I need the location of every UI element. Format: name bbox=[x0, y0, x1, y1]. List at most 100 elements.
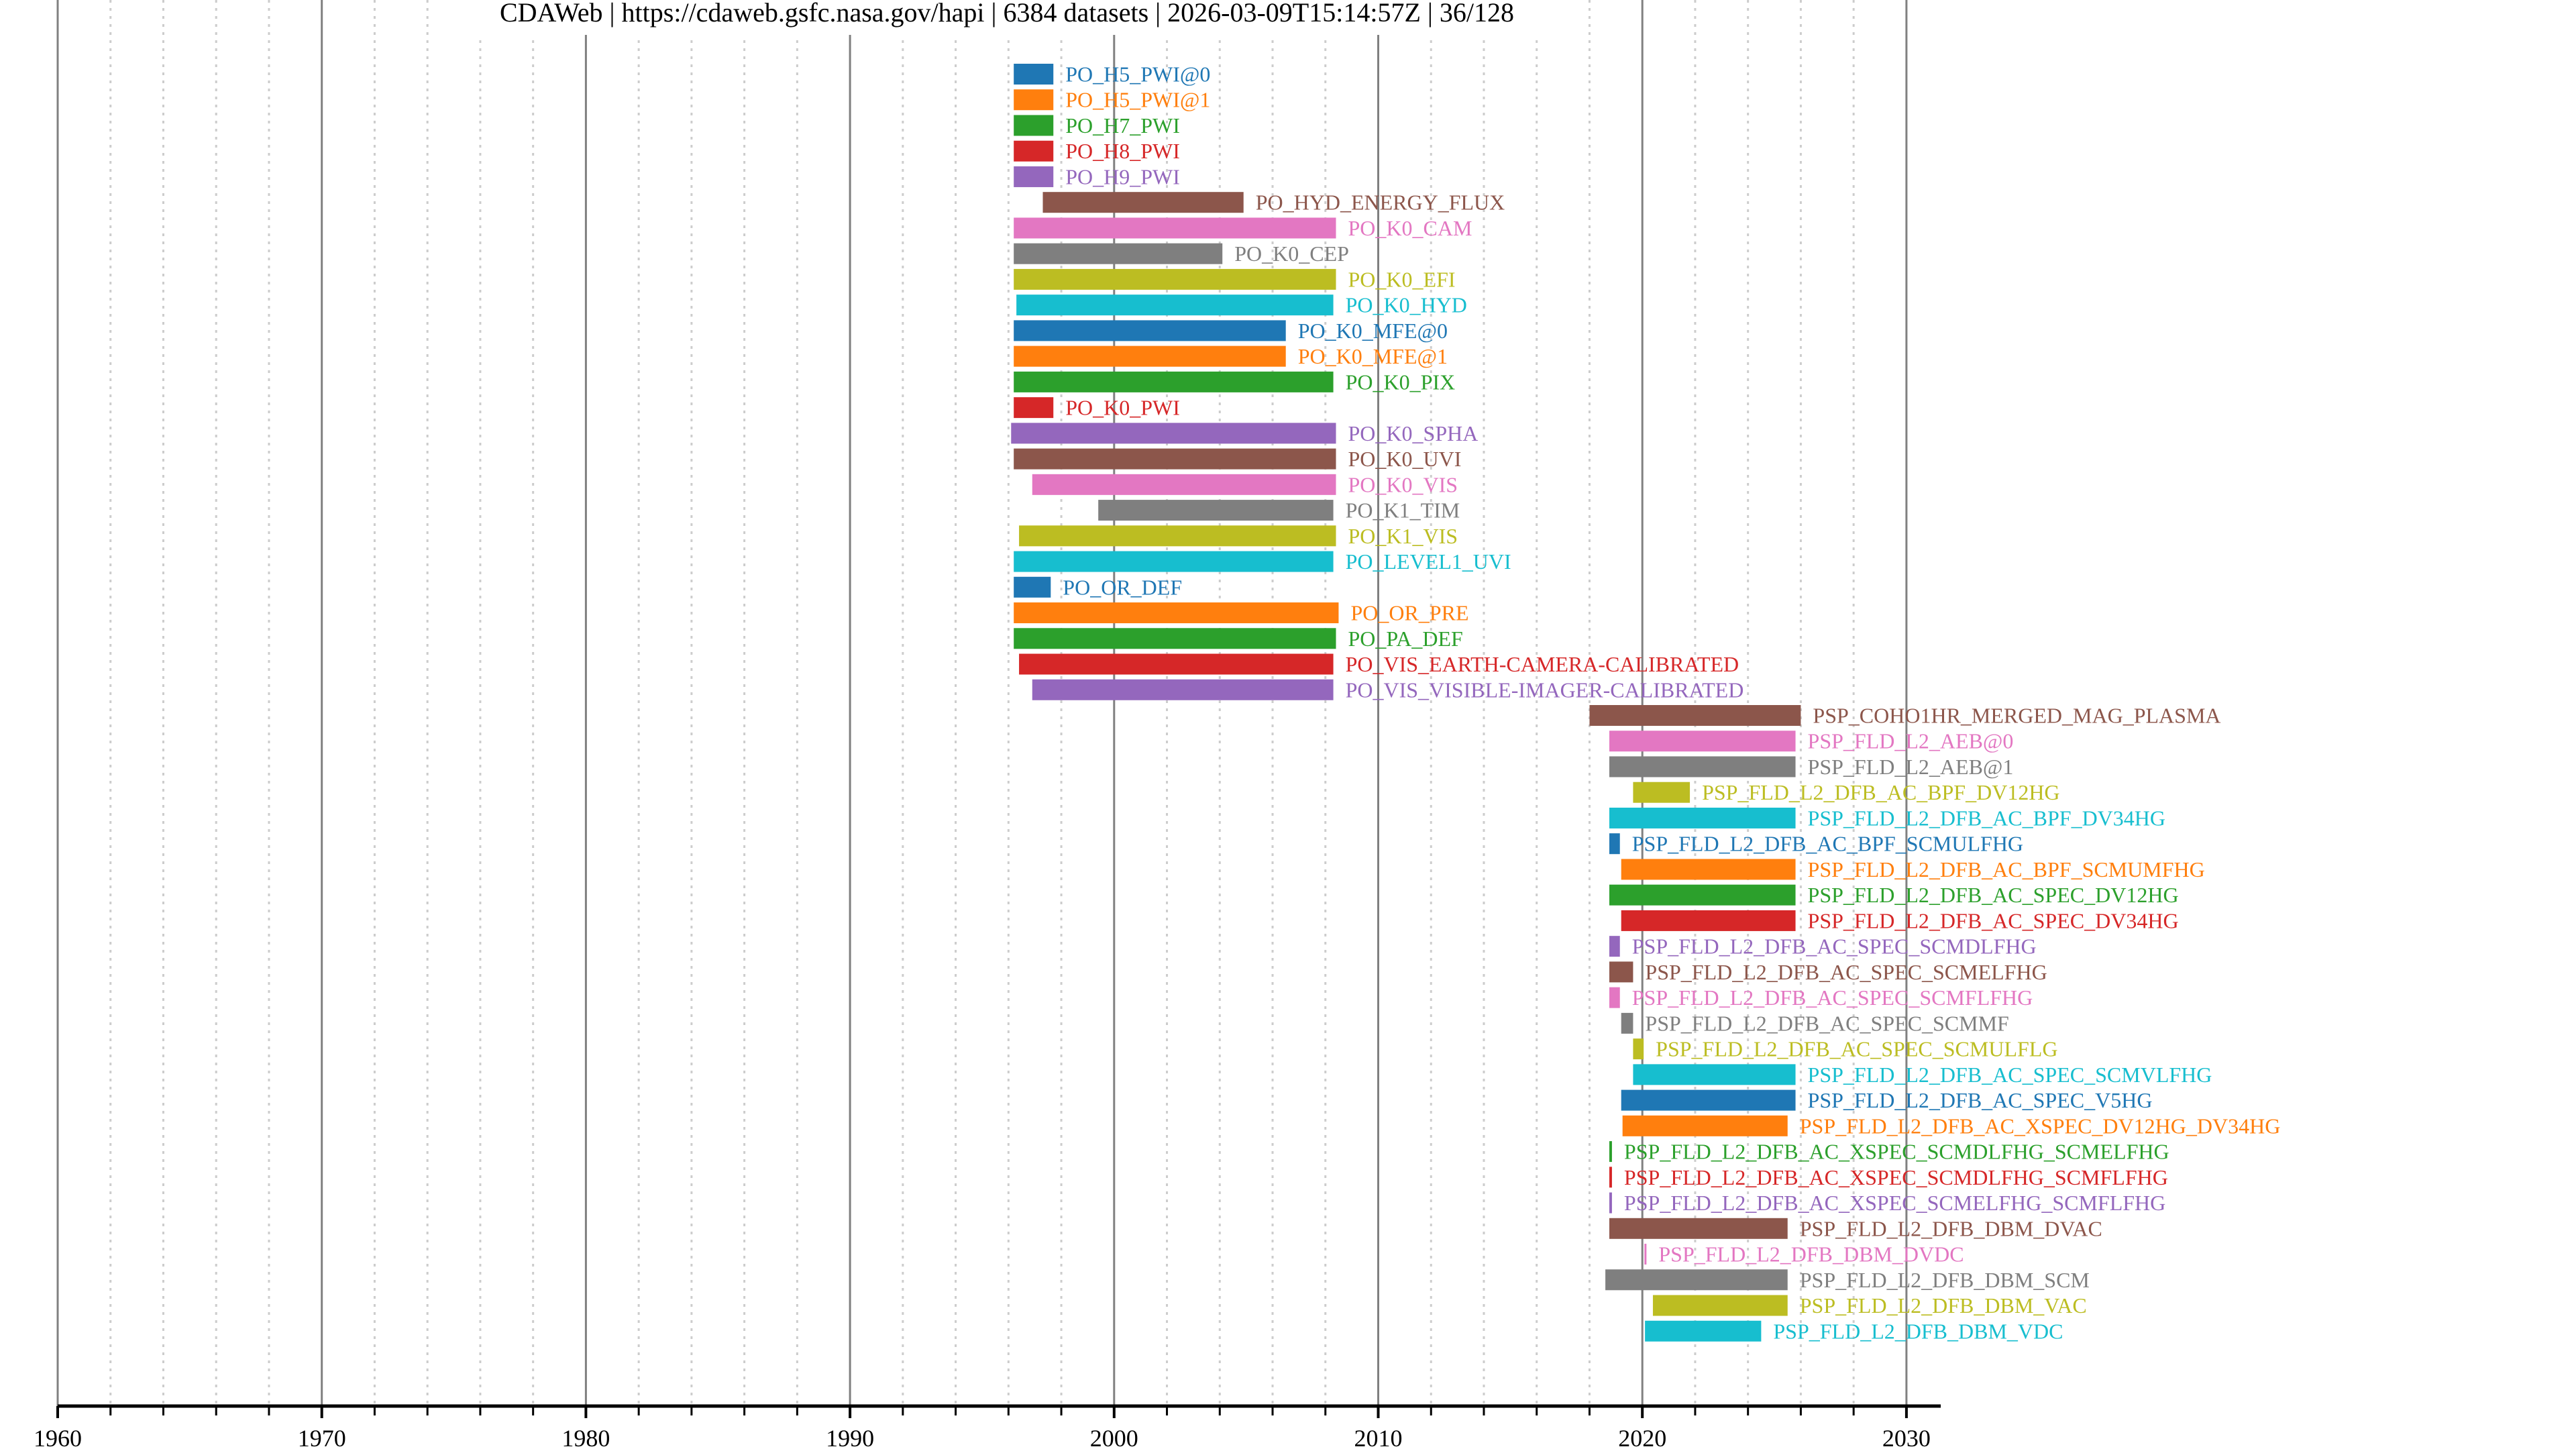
dataset-label: PO_K0_CAM bbox=[1348, 216, 1472, 240]
dataset-label: PO_K0_CEP bbox=[1234, 241, 1349, 266]
dataset-bars bbox=[1011, 64, 1801, 1342]
dataset-bar[interactable] bbox=[1032, 474, 1336, 495]
dataset-bar[interactable] bbox=[1621, 910, 1796, 931]
dataset-bar[interactable] bbox=[1014, 89, 1054, 111]
dataset-label: PSP_FLD_L2_DFB_DBM_DVAC bbox=[1800, 1216, 2102, 1240]
dataset-label: PO_K0_PIX bbox=[1346, 370, 1456, 394]
dataset-bar[interactable] bbox=[1609, 1218, 1788, 1239]
dataset-bar[interactable] bbox=[1098, 500, 1334, 521]
dataset-label: PO_K0_MFE@0 bbox=[1298, 319, 1448, 343]
dataset-label: PSP_FLD_L2_DFB_AC_XSPEC_SCMDLFHG_SCMFLFH… bbox=[1624, 1165, 2168, 1189]
dataset-label: PSP_FLD_L2_DFB_AC_SPEC_DV34HG bbox=[1808, 908, 2179, 932]
dataset-bar[interactable] bbox=[1014, 576, 1051, 598]
title-background bbox=[463, 0, 1553, 35]
x-tick-label: 2020 bbox=[1618, 1425, 1666, 1449]
dataset-bar[interactable] bbox=[1609, 1167, 1612, 1188]
dataset-label: PO_K0_HYD bbox=[1346, 293, 1467, 317]
dataset-label: PO_OR_DEF bbox=[1063, 575, 1182, 599]
dataset-label: PO_H5_PWI@1 bbox=[1065, 88, 1210, 112]
dataset-bar[interactable] bbox=[1014, 268, 1336, 290]
dataset-bar[interactable] bbox=[1011, 423, 1336, 444]
dataset-label: PSP_FLD_L2_DFB_AC_XSPEC_SCMDLFHG_SCMELFH… bbox=[1624, 1140, 2169, 1164]
dataset-bar[interactable] bbox=[1014, 320, 1286, 341]
x-axis: 1960 1970 1980 1990 2000 2010 2020 2030 bbox=[34, 1404, 1941, 1449]
dataset-bar[interactable] bbox=[1621, 1089, 1796, 1111]
dataset-label: PO_H9_PWI bbox=[1065, 164, 1180, 189]
dataset-bar[interactable] bbox=[1609, 936, 1620, 957]
dataset-bar[interactable] bbox=[1605, 1269, 1788, 1291]
dataset-label: PSP_FLD_L2_DFB_AC_BPF_DV12HG bbox=[1702, 780, 2059, 804]
x-tick-label: 1960 bbox=[34, 1425, 82, 1449]
dataset-label: PO_HYD_ENERGY_FLUX bbox=[1256, 191, 1505, 215]
dataset-label: PSP_FLD_L2_DFB_DBM_VDC bbox=[1773, 1319, 2063, 1343]
dataset-bar[interactable] bbox=[1652, 1295, 1788, 1316]
dataset-bar[interactable] bbox=[1014, 217, 1336, 239]
dataset-bar[interactable] bbox=[1622, 1115, 1788, 1136]
dataset-bar[interactable] bbox=[1014, 64, 1054, 85]
dataset-label: PO_VIS_VISIBLE-IMAGER-CALIBRATED bbox=[1346, 678, 1744, 702]
dataset-labels: PO_H5_PWI@0PO_H5_PWI@1PO_H7_PWIPO_H8_PWI… bbox=[1063, 62, 2280, 1344]
dataset-bar[interactable] bbox=[1609, 987, 1620, 1008]
dataset-label: PO_K0_VIS bbox=[1348, 472, 1458, 496]
dataset-bar[interactable] bbox=[1621, 1012, 1633, 1034]
dataset-bar[interactable] bbox=[1014, 448, 1336, 470]
dataset-label: PSP_FLD_L2_DFB_AC_BPF_SCMULFHG bbox=[1632, 832, 2023, 856]
dataset-bar[interactable] bbox=[1014, 166, 1054, 187]
dataset-label: PO_LEVEL1_UVI bbox=[1346, 549, 1511, 574]
dataset-bar[interactable] bbox=[1032, 679, 1334, 700]
dataset-bar[interactable] bbox=[1042, 192, 1244, 213]
dataset-bar[interactable] bbox=[1621, 859, 1796, 880]
dataset-label: PO_K0_UVI bbox=[1348, 447, 1462, 471]
dataset-bar[interactable] bbox=[1609, 1141, 1612, 1163]
dataset-bar[interactable] bbox=[1645, 1320, 1762, 1342]
x-tick-label: 1970 bbox=[298, 1425, 346, 1449]
dataset-bar[interactable] bbox=[1019, 525, 1336, 547]
dataset-label: PSP_FLD_L2_DFB_AC_SPEC_SCMELFHG bbox=[1645, 960, 2047, 984]
dataset-label: PSP_FLD_L2_DFB_DBM_SCM bbox=[1800, 1268, 2090, 1292]
dataset-bar[interactable] bbox=[1014, 115, 1054, 136]
dataset-bar[interactable] bbox=[1633, 1038, 1644, 1060]
dataset-bar[interactable] bbox=[1609, 1192, 1612, 1214]
minor-gridlines bbox=[109, 0, 1855, 1406]
dataset-bar[interactable] bbox=[1014, 602, 1339, 624]
dataset-bar[interactable] bbox=[1589, 705, 1801, 726]
dataset-bar[interactable] bbox=[1019, 653, 1334, 675]
dataset-bar[interactable] bbox=[1633, 782, 1690, 803]
dataset-bar[interactable] bbox=[1609, 756, 1796, 777]
dataset-label: PSP_FLD_L2_DFB_AC_SPEC_V5HG bbox=[1808, 1088, 2153, 1112]
dataset-label: PSP_FLD_L2_DFB_AC_BPF_SCMUMFHG bbox=[1808, 857, 2205, 881]
dataset-label: PO_K0_SPHA bbox=[1348, 421, 1479, 445]
x-tick-label: 2030 bbox=[1882, 1425, 1931, 1449]
dataset-label: PO_PA_DEF bbox=[1348, 627, 1463, 651]
dataset-bar[interactable] bbox=[1014, 140, 1054, 162]
dataset-bar[interactable] bbox=[1609, 833, 1620, 855]
dataset-bar[interactable] bbox=[1014, 243, 1223, 264]
dataset-bar[interactable] bbox=[1609, 884, 1796, 906]
dataset-label: PSP_FLD_L2_DFB_AC_SPEC_DV12HG bbox=[1808, 883, 2179, 907]
dataset-label: PSP_FLD_L2_DFB_AC_SPEC_SCMULFLG bbox=[1656, 1037, 2057, 1061]
dataset-label: PSP_FLD_L2_AEB@1 bbox=[1808, 755, 2014, 779]
dataset-label: PO_K0_EFI bbox=[1348, 267, 1456, 291]
dataset-label: PSP_FLD_L2_DFB_AC_XSPEC_SCMELFHG_SCMFLFH… bbox=[1624, 1191, 2165, 1215]
dataset-bar[interactable] bbox=[1014, 371, 1334, 392]
dataset-bar[interactable] bbox=[1633, 1064, 1796, 1085]
dataset-bar[interactable] bbox=[1014, 551, 1334, 572]
dataset-bar[interactable] bbox=[1609, 731, 1796, 752]
dataset-bar[interactable] bbox=[1609, 961, 1633, 983]
dataset-label: PSP_COHO1HR_MERGED_MAG_PLASMA bbox=[1813, 704, 2220, 728]
dataset-bar[interactable] bbox=[1644, 1244, 1647, 1265]
dataset-label: PSP_FLD_L2_DFB_AC_SPEC_SCMMF bbox=[1645, 1011, 2008, 1035]
dataset-label: PO_OR_PRE bbox=[1350, 601, 1468, 625]
dataset-label: PO_K0_PWI bbox=[1065, 396, 1180, 420]
dataset-bar[interactable] bbox=[1609, 807, 1796, 828]
dataset-bar[interactable] bbox=[1014, 628, 1336, 649]
dataset-label: PSP_FLD_L2_DFB_DBM_DVDC bbox=[1658, 1242, 1964, 1267]
dataset-bar[interactable] bbox=[1014, 397, 1054, 419]
dataset-bar[interactable] bbox=[1016, 294, 1334, 316]
dataset-label: PSP_FLD_L2_DFB_AC_SPEC_SCMDLFHG bbox=[1632, 934, 2037, 959]
dataset-bar[interactable] bbox=[1014, 345, 1286, 367]
dataset-label: PSP_FLD_L2_DFB_DBM_VAC bbox=[1800, 1293, 2087, 1318]
x-tick-label: 2010 bbox=[1354, 1425, 1403, 1449]
dataset-label: PO_K1_VIS bbox=[1348, 524, 1458, 548]
